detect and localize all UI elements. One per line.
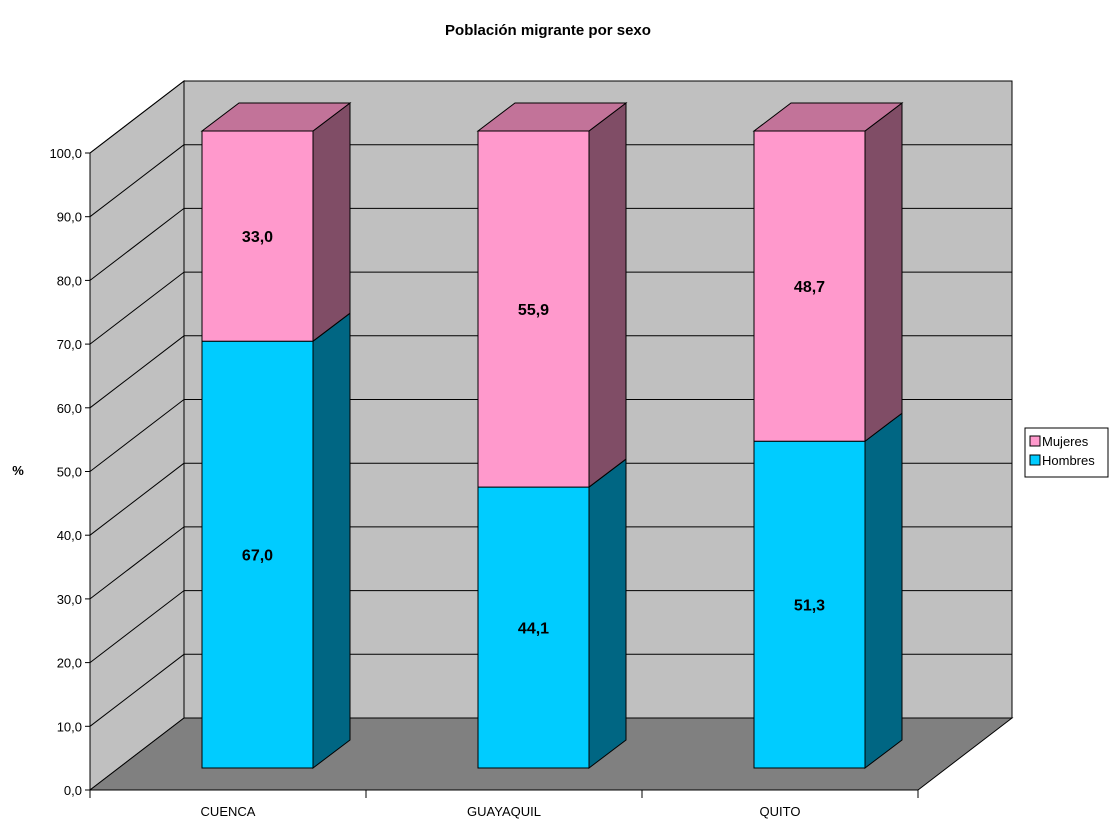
bar-hombres-side bbox=[588, 458, 627, 770]
y-axis-label: % bbox=[12, 463, 24, 478]
bars: 67,0 33,0 44,1 55,9 51,3 48,7 bbox=[200, 101, 904, 770]
gridline-side bbox=[89, 271, 185, 345]
bar-group-cuenca: 67,0 33,0 bbox=[200, 101, 352, 770]
y-tick-labels: 0,0 10,0 20,0 30,0 40,0 50,0 60,0 70,0 80,0 90,0 1… bbox=[49, 146, 82, 798]
bar-mujeres-side bbox=[588, 101, 627, 489]
gridline-side bbox=[89, 590, 185, 663]
x-tick-label: CUENCA bbox=[201, 804, 256, 819]
legend-label-mujeres: Mujeres bbox=[1042, 434, 1089, 449]
bar-mujeres-front bbox=[477, 130, 590, 488]
data-label-mujeres: 33,0 bbox=[242, 229, 273, 246]
y-tick-label: 20,0 bbox=[57, 656, 82, 671]
bar-mujeres-side bbox=[864, 101, 903, 443]
gridline-side bbox=[89, 526, 185, 600]
data-label-mujeres: 48,7 bbox=[794, 279, 825, 296]
bar-mujeres-side bbox=[312, 101, 351, 343]
y-tick-label: 10,0 bbox=[57, 719, 82, 734]
gridline-side bbox=[89, 208, 185, 281]
bar-mujeres-top bbox=[476, 102, 628, 132]
y-tick-label: 100,0 bbox=[49, 146, 82, 161]
legend-swatch-hombres bbox=[1029, 454, 1041, 466]
bar-mujeres-top bbox=[200, 102, 352, 132]
bar-hombres-side bbox=[312, 312, 351, 770]
gridline-side bbox=[89, 399, 185, 472]
y-tick-label: 50,0 bbox=[57, 465, 82, 480]
data-label-mujeres: 55,9 bbox=[518, 302, 549, 319]
gridline-side bbox=[89, 653, 185, 727]
bar-mujeres-front bbox=[753, 130, 866, 442]
x-tick-label: GUAYAQUIL bbox=[467, 804, 541, 819]
gridline-side bbox=[89, 335, 185, 409]
gridline-side bbox=[89, 80, 185, 154]
axes bbox=[85, 152, 919, 798]
y-tick-label: 40,0 bbox=[57, 528, 82, 543]
bar-hombres-front bbox=[753, 440, 866, 769]
bar-hombres-side bbox=[864, 412, 903, 770]
legend: Mujeres Hombres bbox=[1024, 427, 1109, 478]
bar-hombres-front bbox=[201, 340, 314, 769]
bar-group-quito: 51,3 48,7 bbox=[752, 101, 904, 770]
bar-mujeres-front bbox=[201, 130, 314, 342]
legend-label-hombres: Hombres bbox=[1042, 453, 1095, 468]
y-tick-label: 90,0 bbox=[57, 210, 82, 225]
legend-swatch-mujeres bbox=[1029, 435, 1041, 447]
data-label-hombres: 67,0 bbox=[242, 548, 273, 565]
bar-group-guayaquil: 44,1 55,9 bbox=[476, 101, 628, 770]
data-label-hombres: 51,3 bbox=[794, 598, 825, 615]
y-tick-label: 30,0 bbox=[57, 592, 82, 607]
y-tick-label: 80,0 bbox=[57, 273, 82, 288]
y-tick-label: 60,0 bbox=[57, 401, 82, 416]
y-tick-label: 70,0 bbox=[57, 337, 82, 352]
gridline-side bbox=[89, 462, 185, 536]
bar-mujeres-top bbox=[752, 102, 904, 132]
x-tick-label: QUITO bbox=[760, 804, 801, 819]
y-tick-label: 0,0 bbox=[64, 783, 82, 798]
gridline-side bbox=[89, 144, 185, 218]
chart-title: Población migrante por sexo bbox=[445, 22, 651, 39]
x-tick-labels: CUENCA GUAYAQUIL QUITO bbox=[201, 804, 801, 819]
data-label-hombres: 44,1 bbox=[518, 621, 549, 638]
